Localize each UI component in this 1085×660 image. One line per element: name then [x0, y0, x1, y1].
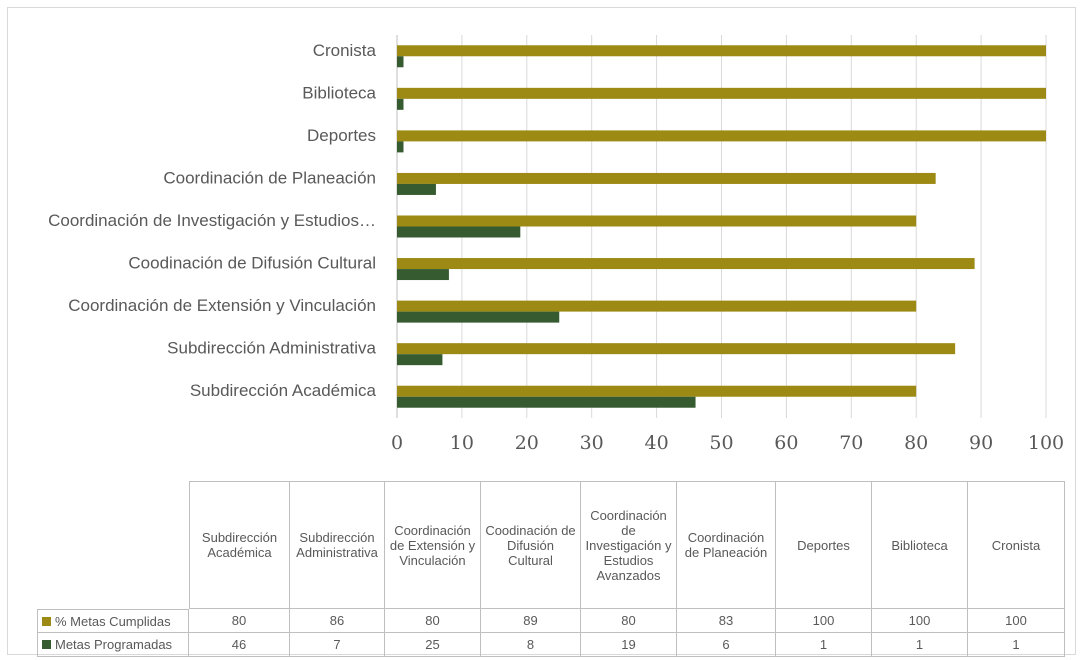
table-header: Coordinación de Planeación: [677, 481, 776, 609]
bar: [397, 226, 521, 238]
bar: [397, 98, 404, 110]
bar: [397, 56, 404, 68]
x-tick-label: 0: [391, 432, 403, 454]
table-header: Coordinación de Investigación y Estudios…: [581, 481, 677, 609]
table-header: Biblioteca: [872, 481, 968, 609]
table-header: Cronista: [968, 481, 1065, 609]
x-tick-label: 60: [774, 432, 798, 454]
x-tick-label: 70: [839, 432, 863, 454]
table-cell: 8: [481, 633, 581, 657]
bar: [397, 215, 917, 227]
bar: [397, 311, 560, 323]
table-header: Coodinación de Difusión Cultural: [481, 481, 581, 609]
table-cell: 1: [872, 633, 968, 657]
table-cell: 7: [290, 633, 385, 657]
bar: [397, 258, 975, 270]
table-cell: 19: [581, 633, 677, 657]
table-cell: 80: [385, 609, 481, 633]
table-cell: 80: [189, 609, 290, 633]
x-tick-label: 30: [580, 432, 604, 454]
table-cell: 86: [290, 609, 385, 633]
table-cell: 83: [677, 609, 776, 633]
x-tick-label: 10: [450, 432, 474, 454]
bar: [397, 130, 1046, 142]
legend-key: [42, 640, 51, 649]
table-cell: 100: [968, 609, 1065, 633]
bar: [397, 87, 1046, 99]
chart-frame: [7, 7, 1076, 655]
table-cell: 80: [581, 609, 677, 633]
bar: [397, 183, 436, 195]
table-cell: 6: [677, 633, 776, 657]
table-header: Subdirección Académica: [189, 481, 290, 609]
table-cell: 89: [481, 609, 581, 633]
bar: [397, 385, 917, 397]
y-tick-label: Cronista: [313, 41, 377, 60]
bar: [397, 354, 443, 366]
table-header: Coordinación de Extensión y Vinculación: [385, 481, 481, 609]
table-cell: 1: [776, 633, 872, 657]
y-tick-label: Deportes: [307, 126, 376, 145]
table-cell: 46: [189, 633, 290, 657]
x-tick-label: 40: [645, 432, 669, 454]
legend-label: % Metas Cumplidas: [55, 613, 171, 629]
x-tick-label: 90: [969, 432, 993, 454]
table-header: Subdirección Administrativa: [290, 481, 385, 609]
legend-key: [42, 616, 51, 626]
table-cell: 25: [385, 633, 481, 657]
x-tick-label: 20: [515, 432, 539, 454]
table-cell: 100: [776, 609, 872, 633]
legend-cell: % Metas Cumplidas: [37, 609, 189, 633]
bar: [397, 300, 917, 312]
table-header: Deportes: [776, 481, 872, 609]
x-tick-label: 100: [1028, 432, 1064, 454]
legend-cell: Metas Programadas: [37, 633, 189, 657]
y-tick-label: Subdirección Académica: [190, 381, 377, 400]
bar: [397, 343, 956, 355]
legend-label: Metas Programadas: [55, 637, 173, 652]
y-tick-label: Coordinación de Planeación: [163, 168, 376, 187]
bar: [397, 141, 404, 153]
table-cell: 100: [872, 609, 968, 633]
x-tick-label: 80: [904, 432, 928, 454]
y-tick-label: Coodinación de Difusión Cultural: [128, 254, 376, 273]
x-tick-label: 50: [709, 432, 733, 454]
bar: [397, 172, 936, 184]
y-tick-label: Subdirección Administrativa: [167, 339, 376, 358]
table-cell: 1: [968, 633, 1065, 657]
bar: [397, 269, 449, 281]
y-tick-label: Coordinación de Extensión y Vinculación: [68, 296, 376, 315]
y-tick-label: Coordinación de Investigación y Estudios…: [48, 211, 376, 230]
y-tick-label: Biblioteca: [302, 83, 376, 102]
bar: [397, 396, 696, 408]
bar: [397, 45, 1046, 57]
